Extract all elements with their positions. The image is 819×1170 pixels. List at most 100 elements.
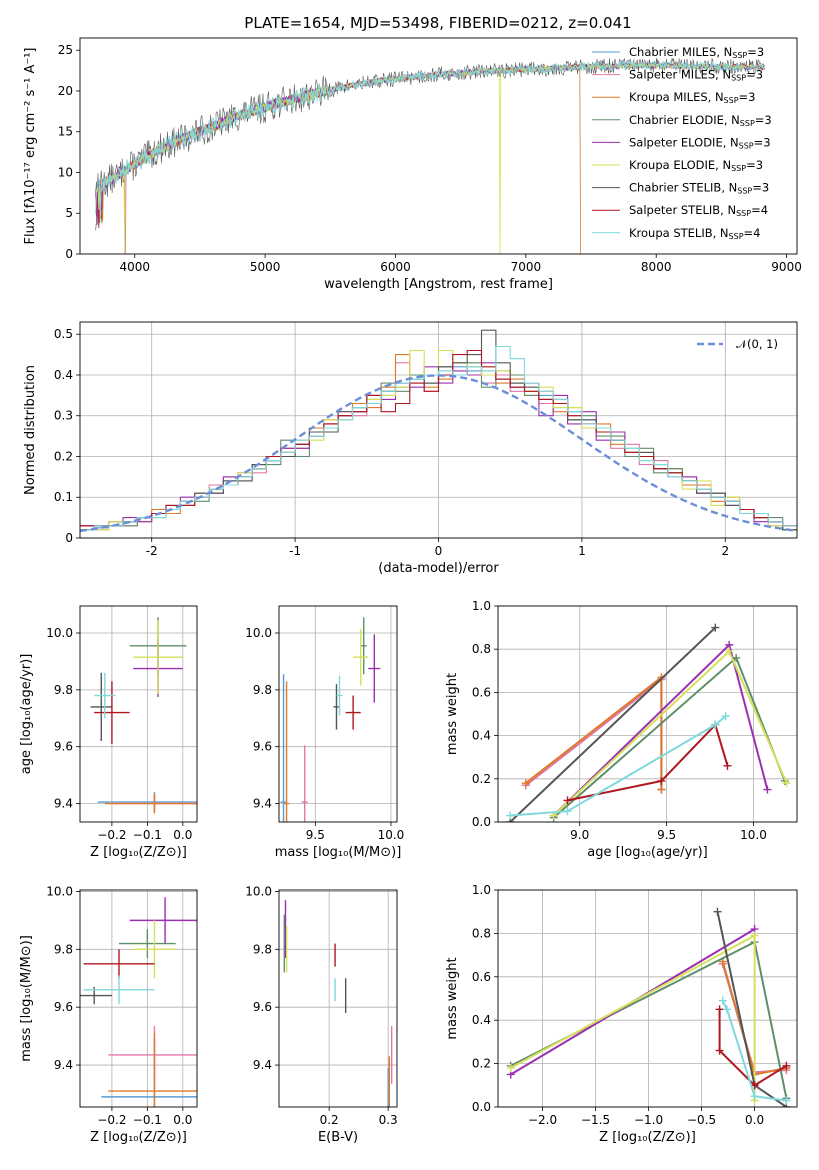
residuals-panel: -2 -1 0 1 2 0 0.1 0.2 0.3 0.4 0.5 (data-model)/erro… xyxy=(23,321,798,576)
legend-subscript: SSP xyxy=(732,51,747,60)
plot-area xyxy=(90,617,197,814)
x-tick-label: 0 xyxy=(435,544,443,558)
x-tick-label: -1 xyxy=(289,544,301,558)
y-axis-label: mass [log₁₀(M/M⊙)] xyxy=(19,935,34,1062)
legend-label: Chabrier STELIB, N xyxy=(629,181,737,195)
weight-series-kroupa_elodie xyxy=(506,931,759,1105)
y-tick-label: 9.6 xyxy=(253,740,272,754)
x-tick-label: 9.0 xyxy=(570,828,589,842)
y-tick-label: 25 xyxy=(58,43,73,57)
weight-marker xyxy=(750,1092,759,1101)
y-tick-label: 0.2 xyxy=(54,449,73,463)
x-axis-label: E(B-V) xyxy=(318,1130,358,1145)
spectrum-title: PLATE=1654, MJD=53498, FIBERID=0212, z=0… xyxy=(244,14,631,32)
legend-label: Kroupa STELIB, N xyxy=(629,226,729,240)
legend-count: =3 xyxy=(755,113,772,127)
errorbar-salpeter_stelib xyxy=(83,949,155,979)
x-axis-label: age [log₁₀(age/yr)] xyxy=(587,845,708,860)
x-tick-label: 0.2 xyxy=(320,1113,339,1127)
legend-label: Salpeter MILES, N xyxy=(629,68,731,82)
y-tick-label: 10.0 xyxy=(46,884,73,898)
y-tick-label: 0.0 xyxy=(472,1100,491,1114)
y-tick-label: 0.6 xyxy=(472,685,491,699)
grid xyxy=(498,605,797,823)
legend-count: =3 xyxy=(746,68,763,82)
weight-marker xyxy=(563,807,572,816)
axes-frame xyxy=(79,37,798,255)
errorbar-salpeter_elodie xyxy=(368,634,381,703)
y-tick-label: 15 xyxy=(58,125,73,139)
axes-frame xyxy=(497,605,798,823)
legend-count: =3 xyxy=(754,135,771,149)
weight-marker xyxy=(521,779,530,788)
y-tick-label: 0.2 xyxy=(472,772,491,786)
grid xyxy=(80,606,197,822)
legend-entry-salpeter_miles: Salpeter MILES, NSSP=3 xyxy=(629,68,763,83)
errorbar-chabrier_stelib xyxy=(333,684,340,730)
y-axis-label: mass weight xyxy=(445,957,460,1039)
legend-entry-kroupa_miles: Kroupa MILES, NSSP=3 xyxy=(629,90,755,105)
weight-marker xyxy=(718,996,727,1005)
weight-line xyxy=(718,1009,787,1087)
plot-area xyxy=(506,623,791,822)
legend-count: =3 xyxy=(752,181,769,195)
weight-series-kroupa_miles xyxy=(521,673,666,794)
legend-subscript: SSP xyxy=(736,209,751,218)
y-tick-label: 9.6 xyxy=(54,740,73,754)
x-tick-label: 0.0 xyxy=(173,828,192,842)
errorbar-kroupa_stelib xyxy=(336,675,343,716)
y-tick-label: 0.4 xyxy=(472,729,491,743)
age-vs-mass-panel: 9.5 10.0 9.4 9.6 9.8 10.0 mass [log₁₀(M/M⊙)] xyxy=(245,605,404,860)
spectrum-line-kroupa_miles xyxy=(95,63,581,254)
legend-count: =3 xyxy=(747,45,764,59)
axes-frame xyxy=(497,889,798,1108)
normal-curve xyxy=(80,374,797,533)
weight-marker xyxy=(715,1005,724,1014)
y-axis-label: Normed distribution xyxy=(23,365,38,495)
weight-marker xyxy=(506,811,515,820)
x-axis-label: Z [log₁₀(Z/Z⊙)] xyxy=(599,1130,696,1145)
y-tick-label: 10.0 xyxy=(46,626,73,640)
y-tick-label: 9.4 xyxy=(253,797,272,811)
y-tick-label: 10.0 xyxy=(245,884,272,898)
x-axis-label: Z [log₁₀(Z/Z⊙)] xyxy=(90,845,187,860)
weight-marker xyxy=(782,779,791,788)
weight-line xyxy=(509,626,716,822)
spectrum-panel: 4000 5000 6000 7000 8000 9000 0 5 10 15 20 25 wavele… xyxy=(23,37,802,292)
legend-entry-chabrier_elodie: Chabrier ELODIE, NSSP=3 xyxy=(629,113,772,128)
errorbar-kroupa_elodie xyxy=(133,920,176,979)
legend-label: Chabrier ELODIE, N xyxy=(629,113,740,127)
errorbar-chabrier_elodie xyxy=(119,929,176,958)
x-tick-label: 1 xyxy=(578,544,586,558)
weight-marker xyxy=(711,720,720,729)
plot-area xyxy=(506,907,791,1107)
errorbar-kroupa_stelib xyxy=(94,672,116,719)
y-tick-label: 1.0 xyxy=(472,599,491,613)
y-tick-label: 1.0 xyxy=(472,883,491,897)
errorbar-kroupa_elodie xyxy=(353,628,369,686)
y-tick-label: 9.6 xyxy=(253,1000,272,1014)
plot-area xyxy=(80,329,797,533)
weight-marker xyxy=(723,761,732,770)
x-axis-label: mass [log₁₀(M/M⊙)] xyxy=(275,845,402,860)
legend-entry-chabrier_stelib: Chabrier STELIB, NSSP=3 xyxy=(629,181,769,196)
x-tick-label: −0.2 xyxy=(97,828,126,842)
weight-marker xyxy=(782,1096,791,1105)
weight-vs-metallicity-panel: −2.0 −1.5 −1.0 −0.5 0.0 0.0 0.2 0.4 0.6 0.8 1.0 Z [… xyxy=(445,883,798,1145)
legend-subscript: SSP xyxy=(731,164,746,173)
weight-series-chabrier_stelib xyxy=(506,623,720,822)
legend-count: =4 xyxy=(751,203,768,217)
y-tick-label: 9.8 xyxy=(54,683,73,697)
weight-line xyxy=(510,715,727,817)
errorbar-salpeter_miles xyxy=(301,745,308,822)
x-tick-label: 0.0 xyxy=(745,1113,764,1127)
weight-marker xyxy=(715,1046,724,1055)
x-tick-label: 2 xyxy=(721,544,729,558)
y-axis-label: mass weight xyxy=(445,673,460,755)
legend-subscript: SSP xyxy=(724,96,739,105)
y-tick-label: 0.8 xyxy=(472,926,491,940)
y-tick-label: 0 xyxy=(65,247,73,261)
y-tick-label: 9.4 xyxy=(253,1058,272,1072)
x-tick-label: −0.1 xyxy=(133,828,162,842)
